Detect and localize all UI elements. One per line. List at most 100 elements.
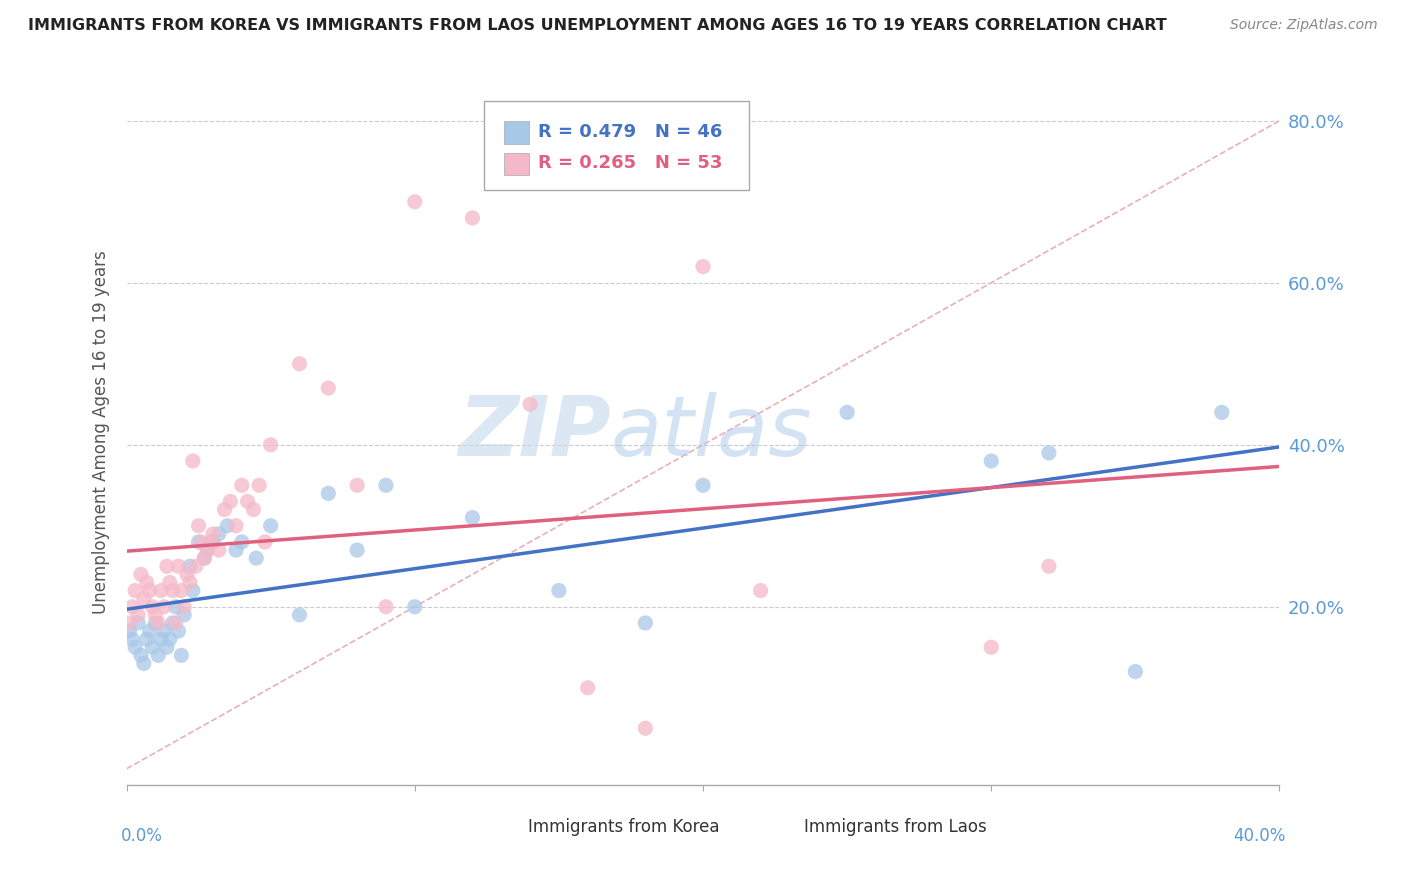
Point bbox=[121, 599, 143, 614]
Point bbox=[145, 615, 166, 630]
Point bbox=[124, 640, 146, 655]
Point bbox=[1211, 405, 1233, 419]
Point bbox=[692, 260, 714, 274]
Point bbox=[138, 624, 160, 638]
Text: 0.0%: 0.0% bbox=[121, 827, 163, 846]
Point bbox=[208, 527, 231, 541]
Point bbox=[190, 535, 212, 549]
Point bbox=[202, 527, 225, 541]
Point bbox=[214, 502, 236, 516]
Point bbox=[156, 559, 179, 574]
Point bbox=[121, 632, 143, 647]
Point bbox=[181, 583, 204, 598]
Point bbox=[118, 624, 141, 638]
Point bbox=[404, 599, 426, 614]
Point bbox=[259, 438, 281, 452]
Text: R = 0.479   N = 46: R = 0.479 N = 46 bbox=[538, 123, 723, 141]
Text: ZIP: ZIP bbox=[458, 392, 610, 473]
Point bbox=[374, 478, 398, 492]
Point bbox=[170, 648, 193, 663]
Point bbox=[346, 478, 368, 492]
FancyBboxPatch shape bbox=[484, 102, 749, 189]
Point bbox=[179, 559, 201, 574]
Y-axis label: Unemployment Among Ages 16 to 19 years: Unemployment Among Ages 16 to 19 years bbox=[91, 251, 110, 615]
Point bbox=[129, 567, 152, 582]
Point bbox=[461, 510, 484, 524]
Text: atlas: atlas bbox=[610, 392, 813, 473]
Point bbox=[173, 607, 195, 622]
Point bbox=[253, 535, 276, 549]
Point bbox=[1038, 559, 1060, 574]
Point bbox=[242, 502, 264, 516]
Point bbox=[195, 543, 218, 558]
Point bbox=[195, 543, 218, 558]
Point bbox=[179, 575, 201, 590]
Point bbox=[208, 543, 231, 558]
Point bbox=[167, 624, 190, 638]
Point bbox=[127, 615, 149, 630]
Point bbox=[167, 559, 190, 574]
Point bbox=[132, 591, 155, 606]
Point bbox=[153, 624, 176, 638]
FancyBboxPatch shape bbox=[503, 121, 529, 144]
Point bbox=[176, 567, 198, 582]
Point bbox=[170, 583, 193, 598]
Point bbox=[219, 494, 242, 508]
Point bbox=[231, 535, 253, 549]
Point bbox=[980, 454, 1002, 468]
Point bbox=[202, 535, 225, 549]
Point bbox=[519, 397, 541, 411]
Text: IMMIGRANTS FROM KOREA VS IMMIGRANTS FROM LAOS UNEMPLOYMENT AMONG AGES 16 TO 19 Y: IMMIGRANTS FROM KOREA VS IMMIGRANTS FROM… bbox=[28, 18, 1167, 33]
Point bbox=[165, 599, 187, 614]
Point bbox=[141, 640, 163, 655]
Point bbox=[150, 583, 173, 598]
Point bbox=[692, 478, 714, 492]
Point bbox=[150, 632, 173, 647]
Text: 40.0%: 40.0% bbox=[1233, 827, 1285, 846]
Point bbox=[156, 640, 179, 655]
Point bbox=[259, 518, 281, 533]
Point bbox=[138, 583, 160, 598]
Point bbox=[145, 607, 166, 622]
Point bbox=[129, 648, 152, 663]
Text: Immigrants from Laos: Immigrants from Laos bbox=[804, 818, 987, 836]
Point bbox=[461, 211, 484, 225]
Point bbox=[162, 583, 184, 598]
Point bbox=[247, 478, 270, 492]
Point bbox=[181, 454, 204, 468]
Point bbox=[187, 518, 209, 533]
Point bbox=[548, 583, 571, 598]
Point bbox=[159, 632, 181, 647]
Text: R = 0.265   N = 53: R = 0.265 N = 53 bbox=[538, 154, 723, 172]
Point bbox=[288, 357, 311, 371]
Point bbox=[193, 551, 215, 566]
Point bbox=[198, 535, 221, 549]
Point bbox=[231, 478, 253, 492]
Point bbox=[135, 575, 157, 590]
Point bbox=[225, 543, 247, 558]
Point bbox=[634, 721, 657, 735]
Point bbox=[153, 599, 176, 614]
Point bbox=[980, 640, 1002, 655]
Point bbox=[135, 632, 157, 647]
Point bbox=[576, 681, 599, 695]
Point bbox=[118, 615, 141, 630]
Point bbox=[1038, 446, 1060, 460]
Point bbox=[404, 194, 426, 209]
Point bbox=[236, 494, 259, 508]
Point bbox=[217, 518, 239, 533]
Point bbox=[132, 657, 155, 671]
Point bbox=[288, 607, 311, 622]
Point bbox=[835, 405, 858, 419]
FancyBboxPatch shape bbox=[503, 153, 529, 176]
Text: Immigrants from Korea: Immigrants from Korea bbox=[527, 818, 720, 836]
Point bbox=[148, 615, 170, 630]
Point bbox=[225, 518, 247, 533]
Point bbox=[318, 381, 340, 395]
Point bbox=[159, 575, 181, 590]
Point bbox=[124, 583, 146, 598]
Point bbox=[127, 607, 149, 622]
Point bbox=[749, 583, 772, 598]
Point bbox=[162, 615, 184, 630]
Point bbox=[187, 535, 209, 549]
